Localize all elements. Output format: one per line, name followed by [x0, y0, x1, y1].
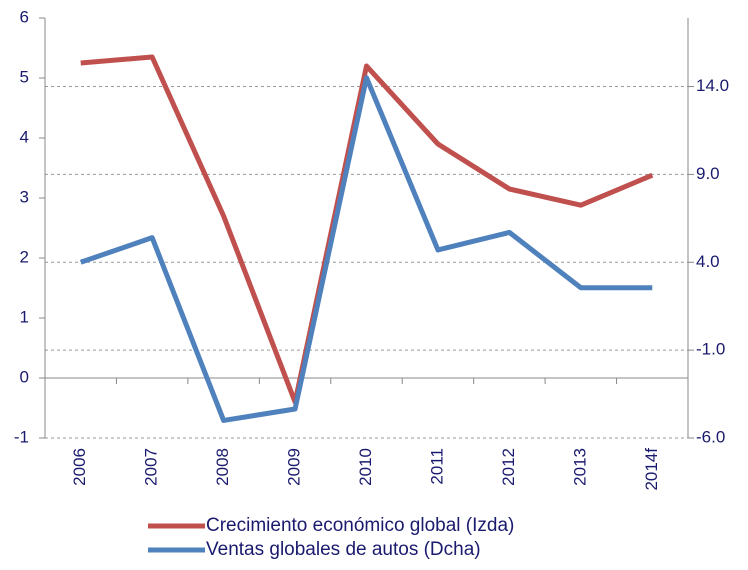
y-tick-label: 0: [20, 367, 29, 386]
y-tick-label: 4: [20, 127, 29, 146]
y-tick-label: 6: [20, 7, 29, 26]
y2-tick-label: -1.0: [696, 340, 725, 359]
y-tick-label: 2: [20, 247, 29, 266]
legend-label: Crecimiento económico global (Izda): [206, 515, 514, 536]
x-tick-label: 2006: [70, 448, 89, 486]
series-line: [79, 75, 653, 423]
x-tick-label: 2010: [356, 448, 375, 486]
x-tick-label: 2013: [570, 448, 589, 486]
x-tick-label: 2009: [285, 448, 304, 486]
y2-tick-label: 14.0: [696, 76, 729, 95]
y-tick-label: 1: [20, 307, 29, 326]
legend-label: Ventas globales de autos (Dcha): [206, 539, 481, 560]
x-tick-label: 2012: [499, 448, 518, 486]
y-tick-label: 5: [20, 67, 29, 86]
y2-tick-label: 9.0: [696, 164, 720, 183]
y-tick-label: -1: [14, 427, 29, 446]
x-tick-label: 2011: [427, 448, 446, 485]
x-tick-label: 2008: [213, 448, 232, 486]
series-line: [80, 54, 654, 405]
x-tick-label: 2007: [142, 448, 161, 486]
y2-tick-label: -6.0: [696, 427, 725, 446]
y2-tick-label: 4.0: [696, 252, 720, 271]
y-tick-label: 3: [20, 187, 29, 206]
x-tick-label: 2014f: [642, 448, 661, 491]
